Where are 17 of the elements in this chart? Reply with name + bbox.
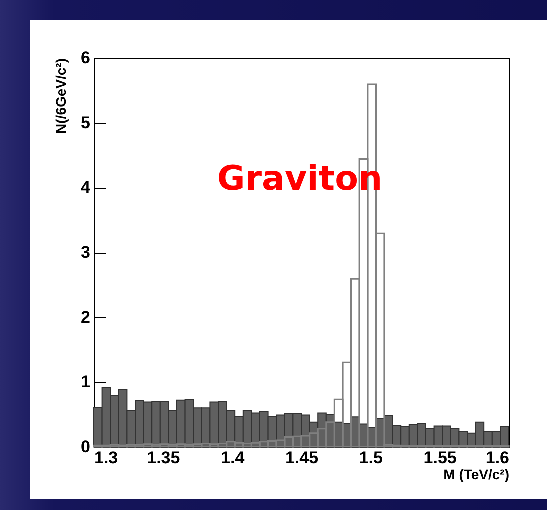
y-tick-label: 6 <box>81 48 90 68</box>
x-tick-label: 1.3 <box>94 448 118 468</box>
y-axis-title: N(/6GeV/c²) <box>53 58 70 134</box>
y-tick-label: 5 <box>81 113 90 132</box>
x-tick-label: 1.35 <box>147 448 180 468</box>
y-tick-label: 2 <box>81 308 90 327</box>
annotation: Graviton <box>217 159 383 199</box>
y-tick-label: 4 <box>81 178 92 198</box>
y-tick-label: 3 <box>81 243 90 262</box>
y-tick-label: 0 <box>81 438 90 456</box>
x-tick-label: 1.6 <box>486 448 510 468</box>
x-axis-title: M (TeV/c²) <box>444 466 510 482</box>
x-tick-label: 1.4 <box>221 448 246 468</box>
x-tick-label: 1.45 <box>285 448 319 468</box>
y-tick-label: 1 <box>81 372 90 392</box>
x-tick-label: 1.55 <box>424 448 457 468</box>
x-tick-label: 1.5 <box>359 448 383 468</box>
